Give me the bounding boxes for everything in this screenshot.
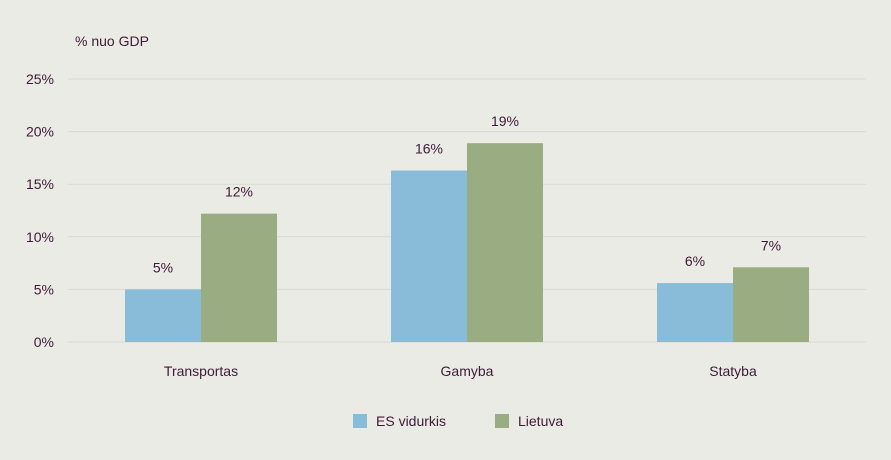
category-label: Statyba: [709, 363, 757, 379]
bars: [125, 143, 809, 342]
legend-label: ES vidurkis: [376, 413, 446, 429]
data-label: 12%: [225, 184, 253, 200]
bar-lietuva-transportas: [201, 213, 277, 342]
y-tick-label: 15%: [26, 176, 54, 192]
legend: ES vidurkis Lietuva: [353, 413, 563, 429]
data-label: 6%: [685, 253, 705, 269]
legend-swatch: [353, 414, 367, 428]
bar-es-vidurkis-transportas: [125, 289, 201, 342]
category-labels: Transportas Gamyba Statyba: [164, 363, 757, 379]
legend-label: Lietuva: [518, 413, 563, 429]
category-label: Transportas: [164, 363, 238, 379]
data-label: 7%: [761, 237, 781, 253]
data-labels: 5% 12% 16% 19% 6% 7%: [153, 113, 781, 275]
bar-es-vidurkis-statyba: [657, 283, 733, 342]
y-tick-label: 10%: [26, 229, 54, 245]
data-label: 5%: [153, 259, 173, 275]
bar-es-vidurkis-gamyba: [391, 170, 467, 342]
y-tick-label: 20%: [26, 124, 54, 140]
category-label: Gamyba: [441, 363, 494, 379]
y-tick-label: 5%: [34, 281, 54, 297]
bar-lietuva-gamyba: [467, 143, 543, 342]
y-axis-ticks: 0% 5% 10% 15% 20% 25%: [26, 71, 54, 350]
y-tick-label: 0%: [34, 334, 54, 350]
bar-lietuva-statyba: [733, 267, 809, 342]
legend-swatch: [495, 414, 509, 428]
data-label: 19%: [491, 113, 519, 129]
data-label: 16%: [415, 141, 443, 157]
y-axis-unit-label: % nuo GDP: [75, 33, 149, 49]
y-tick-label: 25%: [26, 71, 54, 87]
